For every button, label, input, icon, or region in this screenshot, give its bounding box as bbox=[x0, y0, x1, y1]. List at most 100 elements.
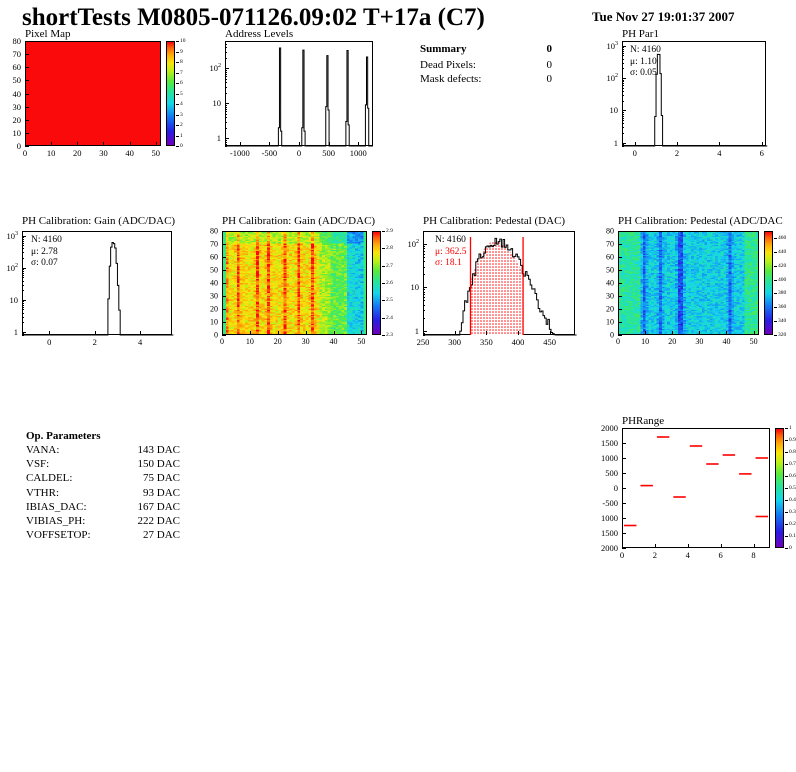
colorbar-tick bbox=[176, 83, 179, 84]
y-tick-label: 0 bbox=[613, 483, 618, 493]
address-levels-pad: Address Levels -1000 -500 0 500 1000 1 10 102 bbox=[200, 28, 405, 163]
y-tick bbox=[618, 296, 622, 297]
x-tick-label: 10 bbox=[245, 337, 254, 346]
ph-par1-n: N: 4160 bbox=[630, 45, 661, 55]
colorbar-tick bbox=[774, 293, 777, 295]
colorbar-tick bbox=[382, 265, 385, 267]
colorbar-label: 1 bbox=[789, 425, 792, 431]
phrange-title: PHRange bbox=[622, 415, 665, 427]
x-tick-label: 450 bbox=[543, 337, 557, 347]
x-tick-label: 350 bbox=[479, 337, 493, 347]
x-tick-label: 8 bbox=[751, 550, 756, 560]
y-tick-label: 40 bbox=[606, 278, 614, 288]
x-tick bbox=[622, 544, 623, 548]
y-minor-tick bbox=[22, 242, 24, 244]
x-tick-label: 400 bbox=[511, 337, 525, 347]
y-minor-tick bbox=[22, 269, 24, 271]
y-minor-tick bbox=[225, 47, 227, 49]
colorbar-tick bbox=[382, 300, 385, 302]
colorbar-label: 2.8 bbox=[386, 245, 393, 252]
x-tick bbox=[486, 331, 488, 335]
y-minor-tick bbox=[22, 306, 24, 308]
y-minor-tick bbox=[423, 253, 425, 255]
y-minor-tick bbox=[22, 280, 24, 282]
x-tick bbox=[654, 544, 656, 548]
gain-map-pad: PH Calibration: Gain (ADC/DAC) 0 10 20 30 40… bbox=[200, 215, 405, 355]
x-tick bbox=[645, 331, 647, 335]
y-tick-label: 80 bbox=[210, 226, 218, 236]
y-tick-label: 30 bbox=[606, 291, 614, 301]
y-tick bbox=[618, 283, 622, 284]
colorbar-label: 2.5 bbox=[386, 297, 393, 304]
summary-heading: Summary bbox=[420, 43, 467, 55]
y-tick bbox=[25, 41, 29, 42]
x-tick bbox=[25, 142, 26, 146]
colorbar-tick bbox=[176, 125, 179, 126]
y-tick-label: 103 bbox=[6, 230, 18, 241]
colorbar-tick bbox=[774, 307, 777, 309]
y-tick-label: 40 bbox=[210, 278, 218, 288]
mask-defects-label: Mask defects: bbox=[420, 73, 482, 85]
y-minor-tick bbox=[225, 127, 227, 129]
x-tick bbox=[687, 544, 689, 548]
pedestal-hist-n: N: 4160 bbox=[435, 235, 466, 245]
x-tick bbox=[726, 331, 728, 335]
gain-map-heatmap bbox=[223, 232, 366, 334]
x-tick-label: 20 bbox=[73, 148, 82, 158]
y-tick bbox=[222, 335, 226, 336]
y-tick bbox=[222, 283, 226, 284]
pedestal-hist-stats: N: 4160 μ: 362.5 σ: 18.1 bbox=[435, 235, 466, 270]
x-tick bbox=[51, 142, 53, 146]
op-value-vana: 143 DAC bbox=[137, 444, 180, 456]
x-tick bbox=[140, 331, 142, 335]
gain-hist-frame bbox=[22, 231, 172, 335]
y-minor-tick bbox=[622, 52, 624, 54]
y-tick-label: 10 bbox=[12, 127, 22, 138]
y-minor-tick bbox=[22, 237, 24, 239]
gain-hist-curve bbox=[22, 242, 174, 336]
colorbar-tick bbox=[176, 93, 179, 95]
op-name-vana: VANA: bbox=[26, 444, 60, 456]
colorbar-tick bbox=[176, 51, 179, 53]
y-tick bbox=[618, 270, 622, 271]
summary-row-dead-pixels: Dead Pixels: 0 bbox=[420, 59, 570, 73]
y-tick-label: 1500 bbox=[601, 528, 618, 538]
y-minor-tick bbox=[225, 57, 227, 59]
x-tick-label: 40 bbox=[125, 148, 134, 158]
y-tick bbox=[22, 299, 26, 301]
x-tick-label: 6 bbox=[759, 148, 764, 158]
y-tick-label: 103 bbox=[606, 40, 618, 51]
y-minor-tick bbox=[22, 309, 24, 311]
op-parameters-block: Op. Parameters VANA: 143 DAC VSF: 150 DA… bbox=[26, 430, 196, 543]
gain-hist-pad: PH Calibration: Gain (ADC/DAC) N: 4160 μ… bbox=[0, 215, 200, 355]
x-tick-label: 20 bbox=[668, 337, 677, 346]
y-minor-tick bbox=[22, 333, 24, 335]
y-tick bbox=[25, 67, 29, 69]
colorbar-label: 0 bbox=[180, 143, 183, 149]
x-tick bbox=[761, 142, 763, 146]
x-tick-label: 30 bbox=[99, 148, 108, 158]
y-minor-tick bbox=[22, 238, 24, 240]
colorbar-label: 0.8 bbox=[789, 449, 796, 455]
pixel-map-colorbar bbox=[166, 41, 175, 146]
colorbar-tick bbox=[176, 146, 179, 147]
y-tick bbox=[622, 45, 626, 47]
y-minor-tick bbox=[225, 51, 227, 53]
x-tick bbox=[719, 142, 721, 146]
y-tick-label: -500 bbox=[602, 498, 618, 508]
y-tick bbox=[25, 132, 29, 134]
x-tick bbox=[77, 142, 79, 146]
y-minor-tick bbox=[22, 274, 24, 276]
y-tick-label: 1000 bbox=[601, 453, 618, 463]
summary-block: Summary 0 Dead Pixels: 0 Mask defects: 0 bbox=[420, 43, 570, 87]
y-minor-tick bbox=[423, 317, 425, 319]
y-minor-tick bbox=[622, 62, 624, 64]
ph-par1-sigma: σ: 0.05 bbox=[630, 68, 657, 78]
y-minor-tick bbox=[622, 55, 624, 57]
y-minor-tick bbox=[22, 245, 24, 247]
y-tick bbox=[225, 68, 229, 70]
colorbar-label: 0.7 bbox=[789, 461, 796, 467]
y-minor-tick bbox=[423, 297, 425, 299]
x-tick-label: 0 bbox=[47, 337, 52, 347]
